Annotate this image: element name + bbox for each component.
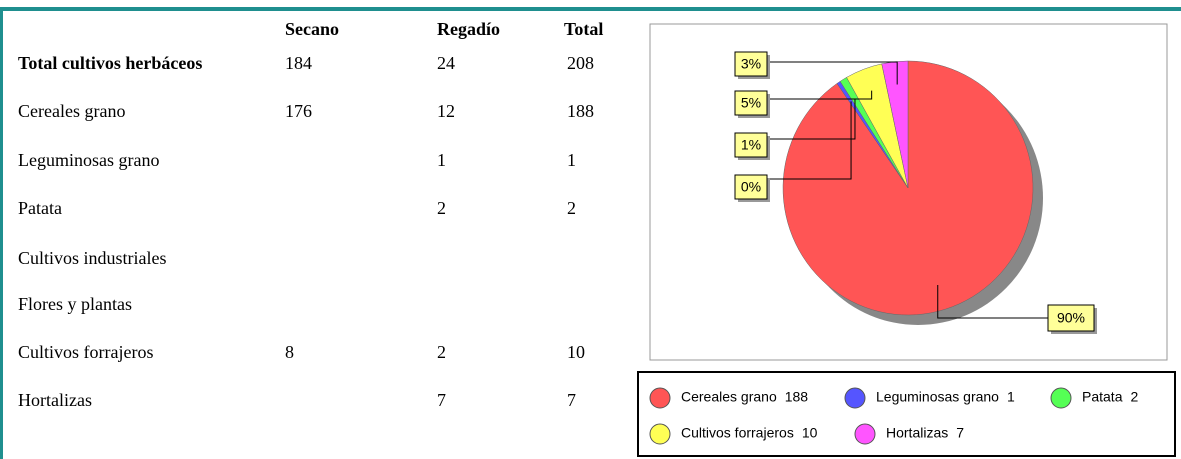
label-box — [734, 51, 768, 77]
row-label: Hortalizas — [18, 390, 92, 410]
label-box — [734, 132, 768, 158]
left-rule — [0, 7, 3, 459]
data-label: 0% — [741, 179, 761, 195]
column-header: Regadío — [437, 19, 500, 39]
column-header: Secano — [285, 19, 339, 39]
cell: 7 — [437, 390, 446, 410]
legend-label: Leguminosas grano — [876, 389, 999, 405]
row-label: Cultivos forrajeros — [18, 342, 153, 362]
legend-swatch — [649, 387, 671, 409]
cell: 1 — [437, 150, 446, 170]
row-label: Cultivos industriales — [18, 248, 167, 268]
row-label: Cereales grano — [18, 101, 125, 121]
legend-label: Patata — [1082, 389, 1123, 405]
legend-swatch — [854, 423, 876, 445]
cell: 1 — [567, 150, 576, 170]
cell: 2 — [437, 198, 446, 218]
cell: 7 — [567, 390, 576, 410]
row-label: Flores y plantas — [18, 294, 132, 314]
legend-value: 10 — [802, 425, 818, 441]
cell: 176 — [285, 101, 312, 121]
row-label: Patata — [18, 198, 62, 218]
cell: 184 — [285, 53, 312, 73]
cell: 8 — [285, 342, 294, 362]
legend-label: Cereales grano — [681, 389, 777, 405]
legend-label: Cultivos forrajeros — [681, 425, 794, 441]
data-label: 3% — [741, 56, 761, 72]
label-box — [734, 174, 768, 200]
column-header: Total — [564, 19, 603, 39]
top-rule — [0, 7, 1181, 11]
leader-line — [937, 284, 1048, 319]
legend-value: 188 — [785, 389, 809, 405]
leader-line — [767, 101, 852, 180]
label-box — [1047, 304, 1095, 332]
legend-box — [637, 371, 1176, 457]
cell: 10 — [567, 342, 585, 362]
legend-value: 2 — [1130, 389, 1138, 405]
leader-line — [767, 98, 856, 140]
data-label: 1% — [741, 137, 761, 153]
cell: 12 — [437, 101, 455, 121]
leader-line — [767, 90, 873, 100]
legend-value: 1 — [1007, 389, 1015, 405]
data-label: 5% — [741, 95, 761, 111]
cell: 2 — [437, 342, 446, 362]
label-box — [734, 90, 768, 116]
cell: 188 — [567, 101, 594, 121]
row-label: Total cultivos herbáceos — [18, 53, 202, 73]
cell: 24 — [437, 53, 455, 73]
legend-value: 7 — [956, 425, 964, 441]
legend-swatch — [649, 423, 671, 445]
cell: 2 — [567, 198, 576, 218]
legend-label: Hortalizas — [886, 425, 948, 441]
data-label: 90% — [1057, 310, 1085, 326]
legend-swatch — [844, 387, 866, 409]
leader-line — [767, 61, 898, 85]
pie-slice — [782, 60, 1034, 316]
cell: 208 — [567, 53, 594, 73]
row-label: Leguminosas grano — [18, 150, 159, 170]
legend-swatch — [1050, 387, 1072, 409]
